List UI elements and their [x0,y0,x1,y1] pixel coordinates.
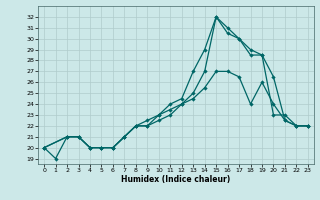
X-axis label: Humidex (Indice chaleur): Humidex (Indice chaleur) [121,175,231,184]
